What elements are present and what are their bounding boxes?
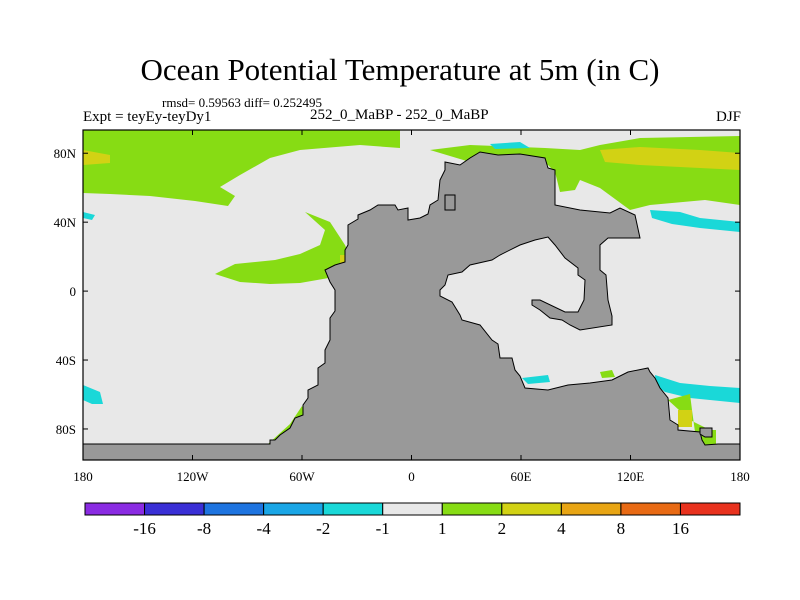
lat-tick-label: 80N (54, 146, 77, 161)
colorbar-label: -2 (316, 519, 330, 538)
season-label: DJF (715, 109, 741, 125)
colorbar-label: 8 (617, 519, 626, 538)
colorbar-label: 2 (498, 519, 507, 538)
green-anomaly-south-small (600, 370, 615, 378)
tick-marks (82, 130, 741, 460)
colorbar-label: -8 (197, 519, 211, 538)
land-masses (82, 151, 741, 461)
green-anomaly-central-pacific (215, 212, 352, 284)
colorbar-swatch (263, 502, 324, 516)
plot-title: Ocean Potential Temperature at 5m (in C) (140, 52, 660, 87)
colorbar-label: -16 (133, 519, 156, 538)
colorbar-swatch (620, 502, 681, 516)
colorbar-swatch (441, 502, 503, 516)
lat-tick-label: 80S (56, 422, 76, 437)
tethys-north-inner-island (444, 194, 456, 211)
lon-tick-label: 180 (73, 469, 93, 484)
colorbar-swatch (560, 502, 622, 516)
colorbar-label: 16 (672, 519, 689, 538)
cyan-anomaly-south-tethys (655, 375, 740, 403)
colorbar-swatch (501, 502, 562, 516)
stats-line: rmsd= 0.59563 diff= 0.252495 (162, 95, 322, 110)
lon-tick-label: 0 (408, 469, 415, 484)
cyan-anomaly-south-small (522, 375, 550, 384)
yellow-anomaly-north-pacific (83, 150, 110, 165)
green-anomaly-north-pacific (83, 130, 400, 206)
latitude-labels: 80N 40N 0 40S 80S (54, 146, 77, 437)
cyan-anomaly-arctic-strip (490, 142, 530, 149)
east-tip-island (699, 427, 713, 438)
colorbar-swatch (84, 502, 146, 516)
colorbar-swatch (144, 502, 205, 516)
experiment-label: Expt = teyEy-teyDy1 (83, 109, 212, 125)
map-panel (82, 129, 741, 461)
lon-tick-label: 60E (511, 469, 532, 484)
lat-tick-label: 40S (56, 353, 76, 368)
lon-tick-label: 120E (617, 469, 645, 484)
cyan-anomaly-east-tethys (650, 210, 740, 232)
lon-tick-label: 60W (289, 469, 315, 484)
cyan-anomaly-west-south (83, 385, 103, 404)
colorbar (84, 502, 741, 516)
center-label: 252_0_MaBP - 252_0_MaBP (310, 107, 489, 123)
colorbar-label: -1 (376, 519, 390, 538)
colorbar-label: -4 (257, 519, 272, 538)
colorbar-labels: -16 -8 -4 -2 -1 1 2 4 8 16 (133, 519, 689, 538)
lat-tick-label: 40N (54, 215, 77, 230)
colorbar-label: 1 (438, 519, 447, 538)
yellow-anomaly-north-tethys (600, 147, 740, 170)
lat-tick-label: 0 (70, 284, 77, 299)
colorbar-swatch (203, 502, 265, 516)
pangea-land (82, 151, 741, 461)
colorbar-label: 4 (557, 519, 566, 538)
colorbar-swatch (382, 502, 443, 516)
cyan-anomaly-west-edge (83, 212, 95, 220)
yellow-anomaly-southeast (678, 410, 692, 427)
colorbar-swatch (679, 502, 741, 516)
lon-tick-label: 180 (730, 469, 750, 484)
lon-tick-label: 120W (177, 469, 210, 484)
colorbar-swatch (322, 502, 384, 516)
longitude-labels: 180 120W 60W 0 60E 120E 180 (73, 469, 750, 484)
